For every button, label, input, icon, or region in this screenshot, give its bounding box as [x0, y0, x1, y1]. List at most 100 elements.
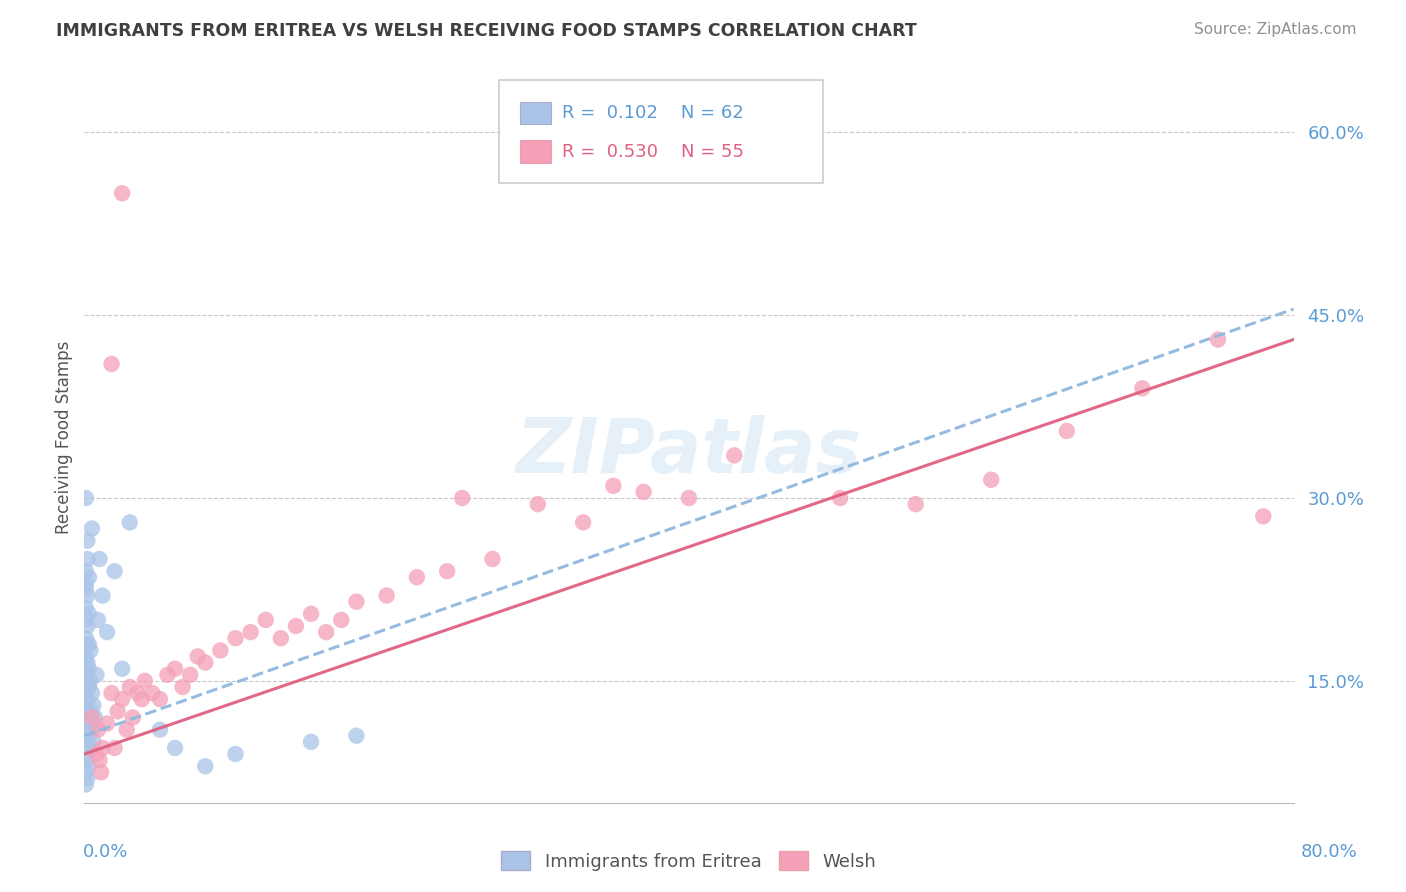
- Point: [118, 516, 141, 530]
- Point: [75, 613, 97, 627]
- Point: [165, 740, 187, 755]
- Point: [904, 497, 927, 511]
- Point: [209, 643, 232, 657]
- Point: [315, 625, 337, 640]
- Point: [90, 765, 112, 780]
- Point: [254, 613, 277, 627]
- Point: [299, 607, 322, 621]
- Point: [375, 589, 398, 603]
- Point: [75, 698, 97, 713]
- Point: [141, 686, 163, 700]
- Point: [77, 680, 100, 694]
- Point: [104, 564, 127, 578]
- Point: [80, 723, 103, 737]
- Point: [118, 680, 141, 694]
- Point: [111, 662, 134, 676]
- Point: [77, 662, 100, 676]
- Point: [75, 723, 97, 737]
- Point: [75, 576, 97, 591]
- Point: [75, 649, 97, 664]
- Point: [75, 582, 97, 597]
- Point: [172, 680, 194, 694]
- Point: [1206, 333, 1229, 347]
- Point: [86, 667, 108, 682]
- Point: [96, 716, 118, 731]
- Point: [75, 662, 97, 676]
- Point: [77, 759, 100, 773]
- Point: [165, 662, 187, 676]
- Point: [156, 667, 179, 682]
- Point: [75, 753, 97, 767]
- Point: [149, 692, 172, 706]
- Point: [633, 485, 655, 500]
- Point: [75, 740, 97, 755]
- Point: [86, 747, 108, 761]
- Text: Source: ZipAtlas.com: Source: ZipAtlas.com: [1194, 22, 1357, 37]
- Point: [79, 673, 101, 688]
- Point: [980, 473, 1002, 487]
- Point: [80, 521, 103, 535]
- Point: [75, 686, 97, 700]
- Point: [87, 723, 110, 737]
- Point: [75, 600, 97, 615]
- Point: [76, 533, 98, 548]
- Point: [107, 705, 129, 719]
- Text: 80.0%: 80.0%: [1301, 843, 1357, 861]
- Point: [527, 497, 550, 511]
- Point: [225, 747, 247, 761]
- Point: [84, 710, 107, 724]
- Text: R =  0.102    N = 62: R = 0.102 N = 62: [562, 104, 744, 122]
- Point: [299, 735, 322, 749]
- Text: R =  0.530    N = 55: R = 0.530 N = 55: [562, 143, 744, 161]
- Point: [134, 673, 156, 688]
- Point: [77, 570, 100, 584]
- Point: [1056, 424, 1078, 438]
- Point: [104, 740, 127, 755]
- Point: [76, 692, 98, 706]
- Point: [76, 747, 98, 761]
- Point: [82, 698, 104, 713]
- Point: [481, 552, 503, 566]
- Point: [76, 772, 98, 786]
- Point: [100, 686, 122, 700]
- Point: [406, 570, 429, 584]
- Point: [179, 667, 201, 682]
- Point: [127, 686, 149, 700]
- Point: [436, 564, 458, 578]
- Point: [1132, 381, 1154, 395]
- Point: [76, 589, 98, 603]
- Point: [330, 613, 353, 627]
- Point: [194, 759, 217, 773]
- Point: [830, 491, 852, 505]
- Point: [111, 186, 134, 201]
- Point: [79, 643, 101, 657]
- Point: [121, 710, 143, 724]
- Point: [76, 552, 98, 566]
- Point: [91, 740, 114, 755]
- Point: [149, 723, 172, 737]
- Point: [75, 705, 97, 719]
- Point: [89, 753, 111, 767]
- Point: [89, 552, 111, 566]
- Point: [80, 710, 103, 724]
- Legend: Immigrants from Eritrea, Welsh: Immigrants from Eritrea, Welsh: [494, 844, 884, 878]
- Point: [270, 632, 292, 646]
- Point: [100, 357, 122, 371]
- Text: 0.0%: 0.0%: [83, 843, 128, 861]
- Point: [87, 613, 110, 627]
- Point: [77, 729, 100, 743]
- Point: [75, 491, 97, 505]
- Point: [79, 705, 101, 719]
- Point: [187, 649, 209, 664]
- Point: [77, 607, 100, 621]
- Point: [451, 491, 474, 505]
- Point: [194, 656, 217, 670]
- Point: [79, 740, 101, 755]
- Point: [82, 735, 104, 749]
- Point: [346, 729, 368, 743]
- Point: [96, 625, 118, 640]
- Point: [76, 619, 98, 633]
- Point: [75, 765, 97, 780]
- Point: [77, 710, 100, 724]
- Point: [75, 735, 97, 749]
